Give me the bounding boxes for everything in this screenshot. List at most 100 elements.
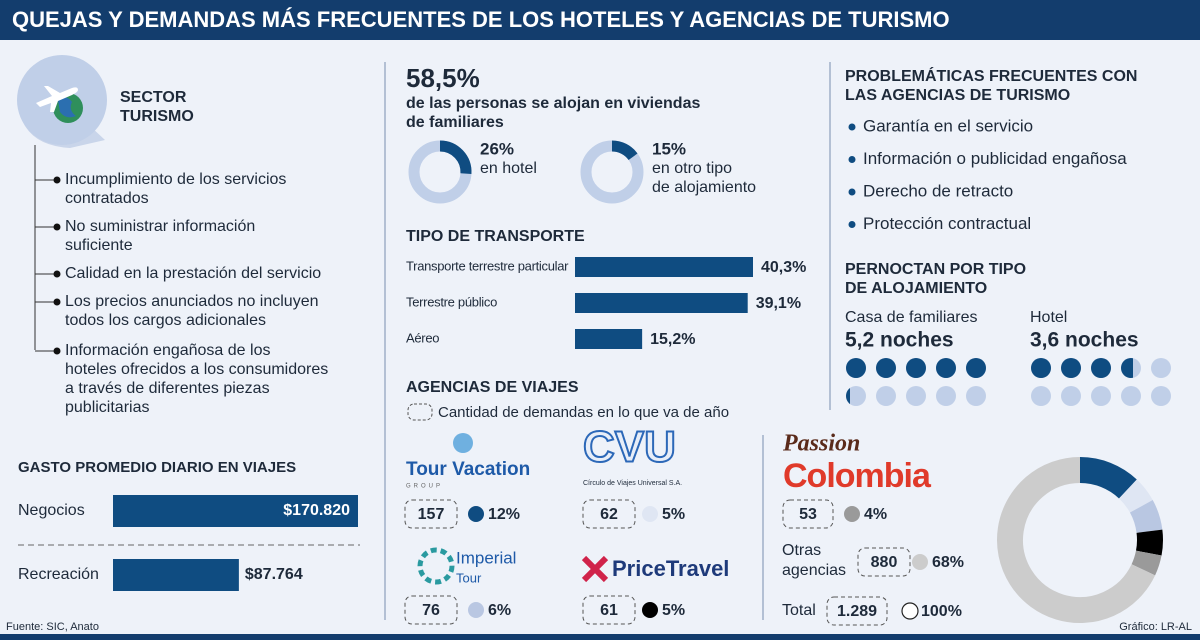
bullet xyxy=(53,347,61,355)
share-label: 4% xyxy=(864,506,887,523)
bar xyxy=(575,293,748,313)
sector-icon xyxy=(17,55,107,148)
donut-segment xyxy=(1079,457,1137,499)
gasto-title: GASTO PROMEDIO DIARIO EN VIAJES xyxy=(18,459,296,476)
group-name: Casa de familiares xyxy=(845,309,978,326)
night-dot-fill xyxy=(876,358,896,378)
donut-segment xyxy=(997,457,1156,623)
headline-text: de las personas se alojan en viviendas xyxy=(406,95,700,112)
bullet xyxy=(848,188,856,196)
header-bar xyxy=(0,0,1200,40)
count: 61 xyxy=(600,602,618,619)
donut-segment xyxy=(1135,529,1163,556)
headline: 58,5% xyxy=(406,63,480,93)
logo-text: Tour Vacation xyxy=(406,459,530,480)
sector-item: a través de diferentes piezas xyxy=(65,380,270,397)
value-label: $87.764 xyxy=(245,566,303,583)
share-label: 6% xyxy=(488,602,511,619)
donut-segment xyxy=(1131,550,1162,576)
group-value: 3,6 noches xyxy=(1030,329,1139,352)
sector-item: publicitarias xyxy=(65,399,149,416)
value-label: 40,3% xyxy=(761,259,806,276)
night-dot xyxy=(1061,386,1081,406)
night-dot xyxy=(1151,358,1171,378)
share-dot xyxy=(642,506,658,522)
value-label: $170.820 xyxy=(283,502,350,519)
night-dot xyxy=(906,386,926,406)
bullet xyxy=(848,156,856,163)
night-dot-fill xyxy=(1061,358,1081,378)
count-box xyxy=(582,595,636,625)
sector-title: TURISMO xyxy=(120,108,194,125)
problematicas-title: PROBLEMÁTICAS FRECUENTES CON xyxy=(845,66,1137,85)
problematica-item: Garantía en el servicio xyxy=(863,116,1033,135)
footer-bar xyxy=(0,634,1200,640)
count-box xyxy=(404,499,458,529)
logo-text: GROUP xyxy=(406,484,443,490)
logo-text: Tour xyxy=(456,570,482,585)
logo-mark xyxy=(417,547,455,585)
headline-text: de familiares xyxy=(406,114,504,131)
logo-text: Colombia xyxy=(783,457,932,495)
count: 880 xyxy=(871,554,898,571)
legend-text: Cantidad de demandas en lo que va de año xyxy=(438,404,729,421)
night-dot xyxy=(876,386,896,406)
count: 157 xyxy=(418,506,445,523)
sector-item: Información engañosa de los xyxy=(65,342,270,359)
group-name: Hotel xyxy=(1030,309,1067,326)
source: Fuente: SIC, Anato xyxy=(6,621,99,633)
share-dot xyxy=(901,602,919,620)
count-box xyxy=(857,547,911,577)
transporte-title: TIPO DE TRANSPORTE xyxy=(406,228,585,245)
logo-text: Otras xyxy=(782,542,821,559)
pernoctan-title: PERNOCTAN POR TIPO xyxy=(845,261,1026,278)
share-label: 68% xyxy=(932,554,964,571)
logo-text: Imperial xyxy=(456,548,516,567)
pernoctan-title: DE ALOJAMIENTO xyxy=(845,280,987,297)
donut-label: 15% xyxy=(652,139,686,158)
donut-label: 26% xyxy=(480,139,514,158)
night-dot xyxy=(1121,386,1141,406)
share-label: 5% xyxy=(662,602,685,619)
title: QUEJAS Y DEMANDAS MÁS FRECUENTES DE LOS … xyxy=(12,7,950,32)
night-dot-fill xyxy=(906,358,926,378)
sector-item: Calidad en la prestación del servicio xyxy=(65,265,321,282)
value-label: 39,1% xyxy=(756,295,801,312)
night-dot xyxy=(1091,386,1111,406)
bullet xyxy=(53,176,61,184)
total-name: Total xyxy=(782,602,816,619)
donut-segment xyxy=(611,140,638,161)
count: 1.289 xyxy=(837,603,877,620)
sector-item: Incumplimiento de los servicios xyxy=(65,171,286,188)
problematica-item: Información o publicidad engañosa xyxy=(863,149,1127,168)
share-dot xyxy=(844,506,860,522)
bullet xyxy=(53,298,61,306)
night-dot xyxy=(846,386,866,406)
count: 53 xyxy=(799,506,817,523)
night-dot xyxy=(1031,386,1051,406)
bar xyxy=(575,257,753,277)
share-dot xyxy=(912,554,928,570)
night-dot xyxy=(1151,386,1171,406)
share-label: 5% xyxy=(662,506,685,523)
donut-text: de alojamiento xyxy=(652,179,756,196)
night-dot-fill xyxy=(1091,358,1111,378)
share-label: 100% xyxy=(921,603,962,620)
share-label: 12% xyxy=(488,506,520,523)
sector-item: suficiente xyxy=(65,237,133,254)
bullet xyxy=(53,223,61,231)
donut-segment xyxy=(1118,479,1153,513)
count-box xyxy=(582,499,636,529)
donut-segment xyxy=(1129,500,1163,534)
logo-text: PriceTravel xyxy=(612,556,729,581)
night-dot-fill xyxy=(846,388,850,404)
night-dot-fill xyxy=(1031,358,1051,378)
agencias-title: AGENCIAS DE VIAJES xyxy=(406,379,579,396)
logo-text: agencias xyxy=(782,562,846,579)
sector-item: hoteles ofrecidos a los consumidores xyxy=(65,361,328,378)
bar xyxy=(575,329,643,349)
category-label: Aéreo xyxy=(406,330,439,345)
donut-text: en hotel xyxy=(480,160,537,177)
donut-text: en otro tipo xyxy=(652,160,732,177)
logo-mark xyxy=(453,433,473,453)
